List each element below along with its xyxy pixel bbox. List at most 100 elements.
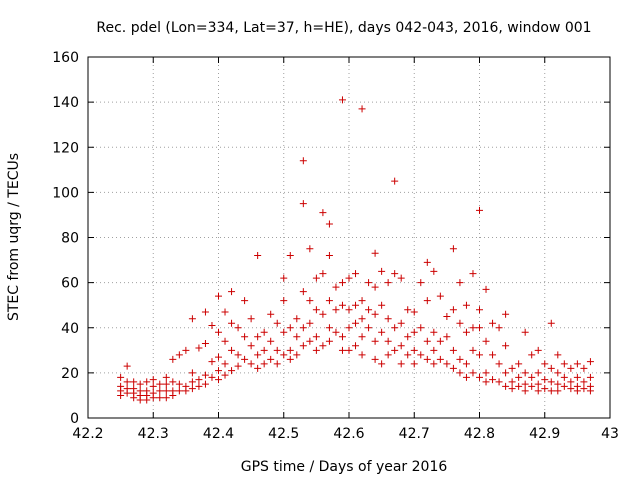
data-point xyxy=(312,346,320,354)
data-point xyxy=(489,351,497,359)
data-point xyxy=(541,376,549,384)
data-point xyxy=(345,274,353,282)
data-point xyxy=(573,373,581,381)
data-point xyxy=(201,308,209,316)
data-point xyxy=(397,342,405,350)
data-point xyxy=(228,367,236,375)
data-point xyxy=(273,319,281,327)
data-point xyxy=(260,360,268,368)
data-point xyxy=(260,346,268,354)
data-point xyxy=(352,342,360,350)
data-point xyxy=(280,351,288,359)
data-point xyxy=(273,346,281,354)
x-axis-label: GPS time / Days of year 2016 xyxy=(241,459,448,475)
data-point xyxy=(299,288,307,296)
data-point xyxy=(123,378,131,386)
data-point xyxy=(286,324,294,332)
data-point xyxy=(417,324,425,332)
data-point xyxy=(384,315,392,323)
data-point xyxy=(208,358,216,366)
data-point xyxy=(123,389,131,397)
data-point xyxy=(482,378,490,386)
data-point xyxy=(456,369,464,377)
plot-frame xyxy=(87,56,611,419)
x-tick-label: 42.4 xyxy=(203,426,234,442)
data-point xyxy=(430,267,438,275)
data-point xyxy=(547,319,555,327)
data-point xyxy=(365,324,373,332)
data-point xyxy=(476,206,483,214)
data-point xyxy=(482,285,490,293)
data-point xyxy=(156,394,164,402)
data-point xyxy=(423,337,431,345)
data-point xyxy=(384,351,392,359)
data-point xyxy=(325,220,333,228)
data-point xyxy=(345,306,353,314)
x-tick-label: 42.5 xyxy=(268,426,299,442)
data-point xyxy=(306,297,314,305)
data-point xyxy=(541,360,549,368)
data-point xyxy=(469,369,477,377)
data-point xyxy=(319,342,327,350)
data-point xyxy=(221,360,229,368)
data-point xyxy=(489,376,497,384)
data-point xyxy=(182,387,190,395)
data-point xyxy=(241,333,249,341)
data-point xyxy=(332,306,340,314)
x-tick-label: 42.8 xyxy=(464,426,495,442)
data-point xyxy=(430,346,438,354)
data-point xyxy=(338,301,346,309)
data-point xyxy=(358,351,366,359)
y-tick-label: 60 xyxy=(61,276,79,292)
data-point xyxy=(449,364,457,372)
data-point xyxy=(201,340,209,348)
data-point xyxy=(560,373,568,381)
data-point xyxy=(149,394,157,402)
data-point xyxy=(195,344,203,352)
data-point xyxy=(417,279,425,287)
data-point xyxy=(521,380,529,388)
data-point xyxy=(410,308,418,316)
data-point xyxy=(299,157,307,165)
data-point xyxy=(469,324,477,332)
data-point xyxy=(143,396,151,404)
data-point xyxy=(338,96,346,104)
data-point xyxy=(410,360,418,368)
data-point xyxy=(188,369,196,377)
data-point xyxy=(436,355,444,363)
data-point xyxy=(495,324,503,332)
data-point xyxy=(384,337,392,345)
data-point xyxy=(423,355,431,363)
data-point xyxy=(560,360,568,368)
data-point xyxy=(201,380,209,388)
data-point xyxy=(443,333,451,341)
data-point xyxy=(397,319,405,327)
data-point xyxy=(391,177,399,185)
data-point xyxy=(515,373,523,381)
data-point xyxy=(201,371,209,379)
data-point xyxy=(325,297,333,305)
data-point xyxy=(469,346,477,354)
data-point xyxy=(521,369,529,377)
data-point xyxy=(175,380,183,388)
axes: 42.2 42.3 42.4 42.5 42.6 42.7 42.8 42.9 43 0 20 40 6… xyxy=(52,50,619,442)
data-point xyxy=(378,360,386,368)
data-point xyxy=(136,396,144,404)
data-point xyxy=(208,373,216,381)
data-point xyxy=(586,358,594,366)
x-tick-label: 43 xyxy=(601,426,619,442)
data-point xyxy=(567,364,575,372)
data-point xyxy=(528,382,536,390)
data-point xyxy=(306,337,314,345)
data-point xyxy=(430,360,438,368)
y-tick-label: 100 xyxy=(52,185,79,201)
data-point xyxy=(410,328,418,336)
x-tick-label: 42.6 xyxy=(333,426,364,442)
data-point xyxy=(338,346,346,354)
data-point xyxy=(312,306,320,314)
data-point xyxy=(136,380,144,388)
data-point xyxy=(521,328,529,336)
data-point xyxy=(365,279,373,287)
data-point xyxy=(162,394,170,402)
